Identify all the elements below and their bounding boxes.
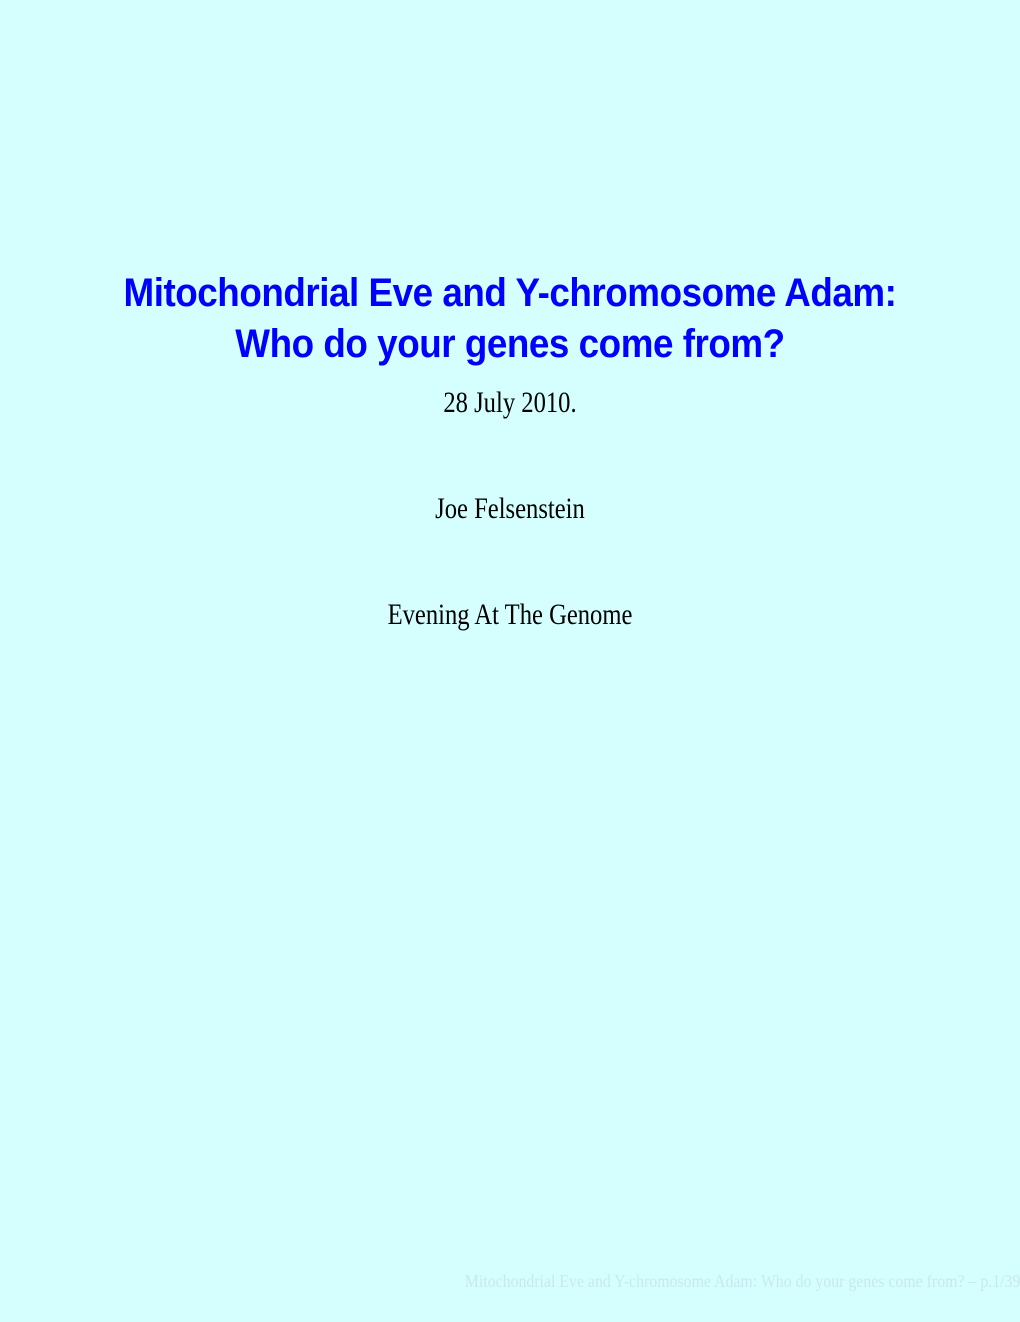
- slide-event: Evening At The Genome: [92, 598, 928, 632]
- slide-content: Mitochondrial Eve and Y-chromosome Adam:…: [0, 268, 1020, 632]
- slide-date: 28 July 2010.: [92, 386, 928, 420]
- slide-title: Mitochondrial Eve and Y-chromosome Adam:…: [41, 268, 979, 370]
- slide: Mitochondrial Eve and Y-chromosome Adam:…: [0, 0, 1020, 1322]
- slide-footer: Mitochondrial Eve and Y-chromosome Adam:…: [464, 1271, 1020, 1292]
- slide-author: Joe Felsenstein: [92, 492, 928, 526]
